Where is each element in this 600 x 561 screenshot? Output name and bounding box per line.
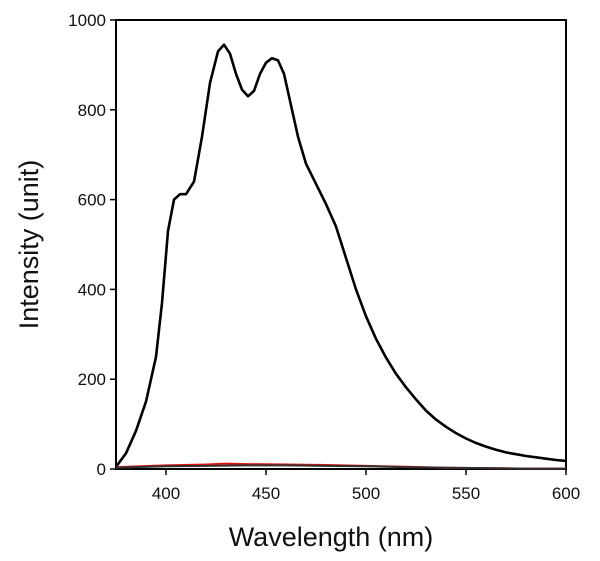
y-axis-title: Intensity (unit): [14, 160, 44, 330]
x-tick-label: 400: [152, 484, 180, 503]
y-tick-label: 200: [78, 370, 106, 389]
series-line-1: [114, 43, 567, 468]
series-line-3: [115, 464, 566, 470]
y-tick-label: 400: [78, 280, 106, 299]
x-tick-label: 600: [552, 484, 580, 503]
y-tick-label: 0: [97, 460, 106, 479]
series-layer: [114, 43, 567, 470]
x-tick-label: 550: [452, 484, 480, 503]
plot-frame: [115, 19, 567, 470]
x-tick-label: 450: [252, 484, 280, 503]
y-axis-ticks: 0 200 400 600 800 1000: [68, 11, 116, 479]
x-axis-ticks: 400 450 500 550 600: [152, 469, 580, 503]
x-axis-title: Wavelength (nm): [229, 522, 434, 552]
y-tick-label: 600: [78, 191, 106, 210]
x-tick-label: 500: [352, 484, 380, 503]
y-tick-label: 800: [78, 101, 106, 120]
y-tick-label: 1000: [68, 11, 106, 30]
